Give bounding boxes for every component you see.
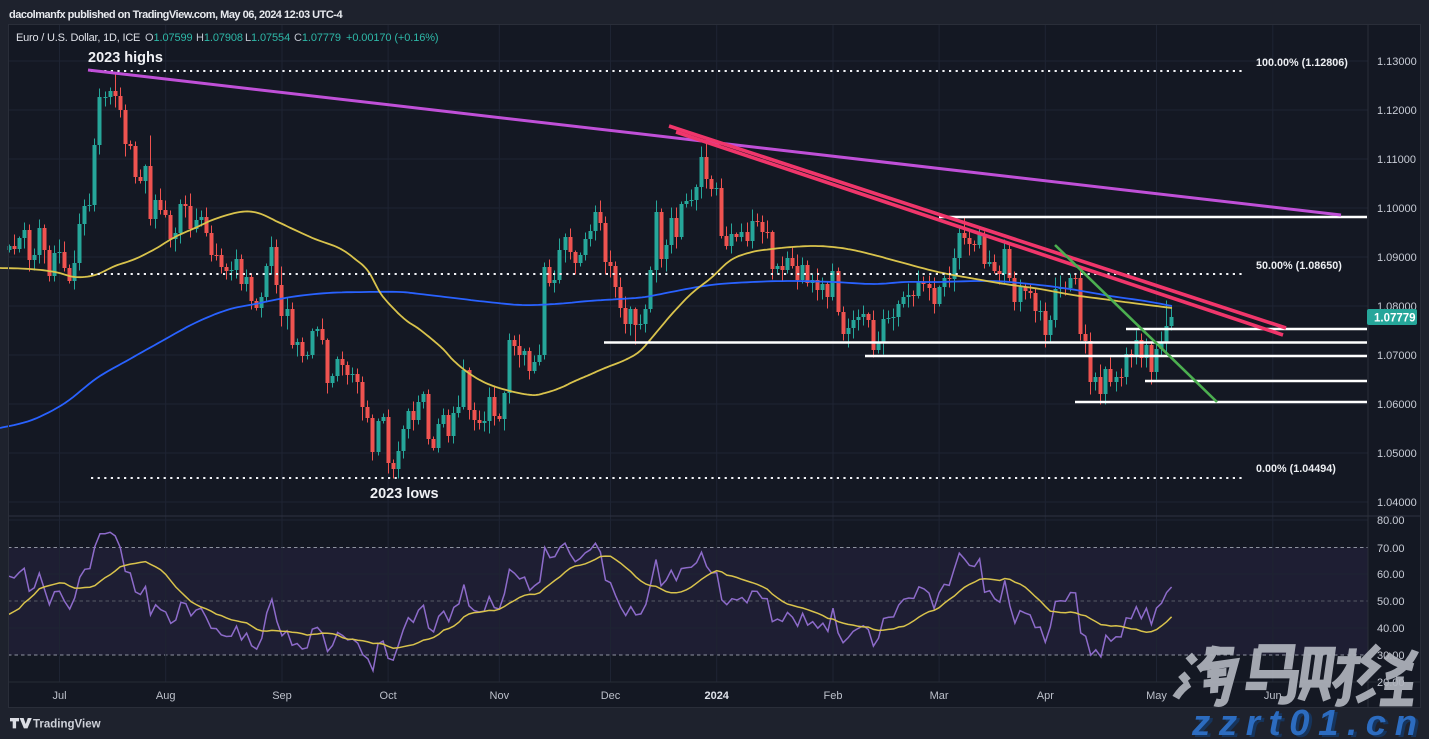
svg-text:Apr: Apr <box>1037 690 1054 702</box>
svg-text:+0.00170 (+0.16%): +0.00170 (+0.16%) <box>346 32 438 44</box>
svg-text:2024: 2024 <box>704 690 729 702</box>
svg-text:1.06000: 1.06000 <box>1377 399 1417 411</box>
svg-text:40.00: 40.00 <box>1377 623 1405 635</box>
svg-text:Euro / U.S. Dollar, 1D, ICE: Euro / U.S. Dollar, 1D, ICE <box>16 32 140 44</box>
svg-text:0.00% (1.04494): 0.00% (1.04494) <box>1256 463 1336 475</box>
svg-text:80.00: 80.00 <box>1377 515 1405 527</box>
svg-text:1.07779: 1.07779 <box>1374 313 1416 325</box>
svg-text:H1.07908: H1.07908 <box>196 32 243 44</box>
svg-text:70.00: 70.00 <box>1377 543 1405 555</box>
svg-text:100.00% (1.12806): 100.00% (1.12806) <box>1256 57 1348 69</box>
svg-text:Jul: Jul <box>52 690 66 702</box>
svg-text:1.11000: 1.11000 <box>1377 154 1416 166</box>
svg-text:Dec: Dec <box>601 690 621 702</box>
svg-text:Nov: Nov <box>490 690 510 702</box>
svg-text:O1.07599: O1.07599 <box>145 32 193 44</box>
svg-text:Mar: Mar <box>930 690 949 702</box>
svg-text:1.09000: 1.09000 <box>1377 252 1417 264</box>
svg-text:1.07000: 1.07000 <box>1377 350 1417 362</box>
svg-text:1.05000: 1.05000 <box>1377 448 1417 460</box>
svg-text:Oct: Oct <box>380 690 397 702</box>
svg-text:50.00% (1.08650): 50.00% (1.08650) <box>1256 260 1342 272</box>
svg-text:dacolmanfx published on Tradin: dacolmanfx published on TradingView.com,… <box>9 9 343 21</box>
svg-text:May: May <box>1146 690 1167 702</box>
svg-text:1.13000: 1.13000 <box>1377 56 1417 68</box>
svg-text:50.00: 50.00 <box>1377 596 1405 608</box>
svg-text:TradingView: TradingView <box>33 719 101 731</box>
svg-text:1.04000: 1.04000 <box>1377 497 1417 509</box>
svg-text:2023 highs: 2023 highs <box>88 50 163 66</box>
svg-text:L1.07554: L1.07554 <box>245 32 290 44</box>
svg-text:60.00: 60.00 <box>1377 569 1405 581</box>
svg-text:Jun: Jun <box>1264 690 1282 702</box>
svg-text:Sep: Sep <box>272 690 292 702</box>
svg-text:C1.07779: C1.07779 <box>294 32 341 44</box>
svg-text:zzrt01.cn: zzrt01.cn <box>1191 702 1426 739</box>
svg-text:1.12000: 1.12000 <box>1377 105 1417 117</box>
svg-text:Aug: Aug <box>156 690 176 702</box>
svg-text:1.10000: 1.10000 <box>1377 203 1417 215</box>
svg-text:Feb: Feb <box>824 690 843 702</box>
svg-text:2023 lows: 2023 lows <box>370 486 439 502</box>
